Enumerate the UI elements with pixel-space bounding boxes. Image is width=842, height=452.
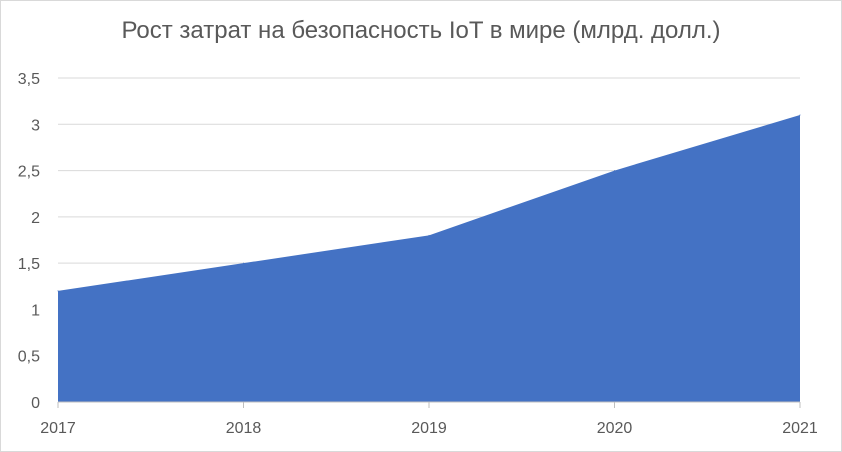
data-point [57, 290, 59, 292]
chart-title: Рост затрат на безопасность IoT в мире (… [121, 17, 721, 44]
data-point [428, 234, 430, 236]
x-tick-label: 2018 [226, 420, 262, 437]
x-tick-label: 2019 [411, 420, 447, 437]
y-tick-label: 0,5 [18, 349, 40, 366]
y-tick-label: 2 [31, 210, 40, 227]
y-tick-label: 0 [31, 395, 40, 412]
y-tick-label: 1,5 [18, 256, 40, 273]
x-tick-label: 2017 [40, 420, 76, 437]
x-tick-label: 2020 [597, 420, 633, 437]
y-tick-label: 2,5 [18, 164, 40, 181]
data-point [243, 262, 244, 264]
y-tick-label: 3 [31, 117, 40, 134]
y-tick-label: 1 [31, 302, 40, 319]
data-point [799, 114, 801, 116]
x-tick-label: 2021 [782, 420, 818, 437]
data-point [614, 170, 615, 172]
area-series [58, 115, 800, 403]
y-tick-label: 3,5 [18, 71, 40, 88]
